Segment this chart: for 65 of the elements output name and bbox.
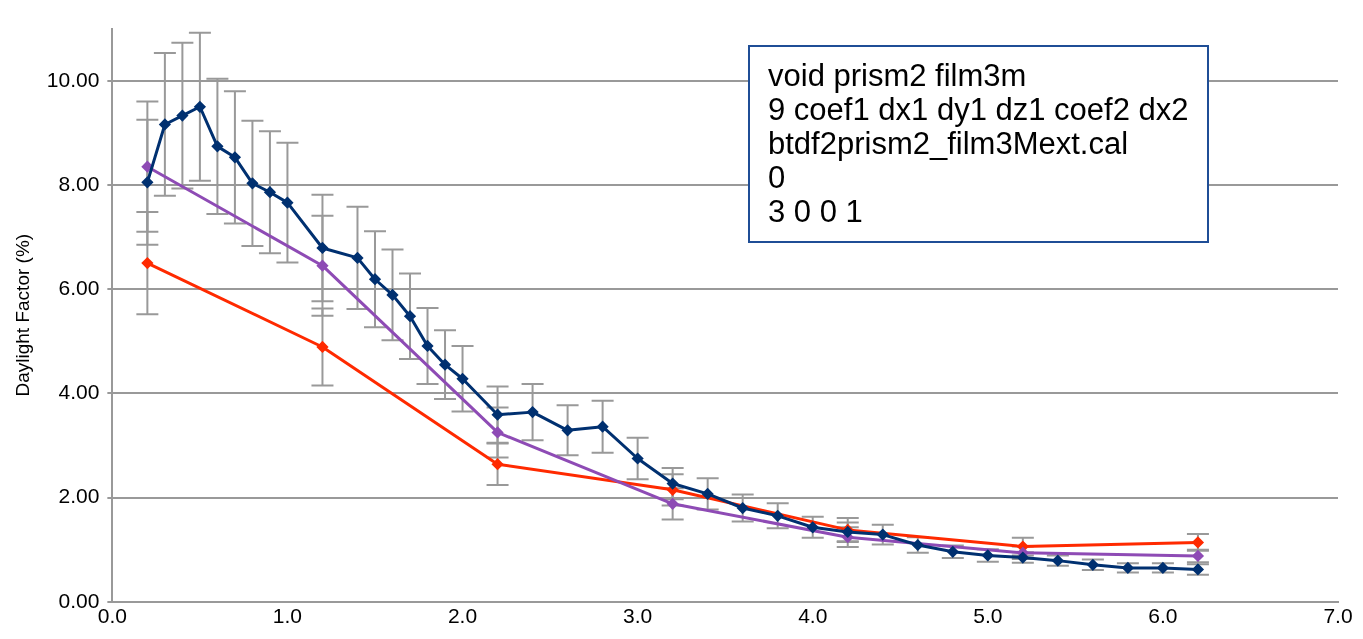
annotation: 9 coef1 dx1 dy1 dz1 coef2 dx2 <box>768 92 1189 128</box>
annotation: void prism2 film3m <box>768 58 1028 94</box>
y-tick-label: 8.00 <box>58 171 100 195</box>
point <box>439 359 451 371</box>
point <box>264 186 276 198</box>
annotation: 0 <box>768 160 786 196</box>
point <box>194 101 206 113</box>
x-tick-label: 7.0 <box>1323 604 1353 628</box>
point <box>492 409 504 421</box>
point <box>1052 555 1064 567</box>
point <box>246 177 258 189</box>
annotation: 3 0 0 1 <box>768 194 864 230</box>
point <box>457 373 469 385</box>
point <box>1087 559 1099 571</box>
point <box>632 453 644 464</box>
point <box>211 140 223 152</box>
point <box>387 289 398 301</box>
point <box>947 546 959 558</box>
y-tick-label: 6.00 <box>58 275 100 299</box>
point <box>562 424 574 436</box>
point <box>1157 562 1169 574</box>
point <box>369 273 381 285</box>
point <box>141 176 153 188</box>
point <box>229 151 241 163</box>
point <box>492 458 504 470</box>
x-tick-label: 0.0 <box>97 604 127 628</box>
point <box>807 521 819 533</box>
point <box>176 110 188 122</box>
point <box>527 406 539 418</box>
point <box>404 310 416 322</box>
point <box>141 161 153 173</box>
y-tick-label: 4.00 <box>58 380 100 404</box>
annotation: btdf2prism2_film3Mext.cal <box>768 126 1130 162</box>
point <box>141 257 153 269</box>
x-tick-label: 1.0 <box>272 604 303 628</box>
point <box>667 478 679 490</box>
point <box>877 529 889 541</box>
x-tick-label: 5.0 <box>973 604 1003 628</box>
y-tick-label: 0.00 <box>58 588 100 612</box>
point <box>737 502 749 514</box>
point <box>316 242 328 254</box>
point <box>982 549 994 561</box>
x-tick-label: 3.0 <box>623 604 653 628</box>
point <box>772 510 784 522</box>
x-tick-label: 6.0 <box>1148 604 1178 628</box>
y-tick-label: 10.00 <box>46 67 100 91</box>
x-tick-label: 4.0 <box>798 604 828 628</box>
point <box>316 260 328 272</box>
y-axis-title: Daylight Factor (%) <box>11 233 33 397</box>
point <box>351 252 363 264</box>
point <box>702 488 714 500</box>
point <box>316 341 328 353</box>
point <box>1192 550 1204 562</box>
point <box>159 118 171 130</box>
point <box>1122 562 1134 574</box>
point <box>667 498 679 510</box>
point <box>1192 536 1204 548</box>
point <box>912 539 924 551</box>
point <box>492 426 504 438</box>
point <box>1192 563 1204 575</box>
y-tick-label: 2.00 <box>58 484 100 508</box>
point <box>281 197 293 209</box>
x-tick-label: 2.0 <box>447 604 478 628</box>
point <box>597 421 609 433</box>
point <box>422 340 434 352</box>
